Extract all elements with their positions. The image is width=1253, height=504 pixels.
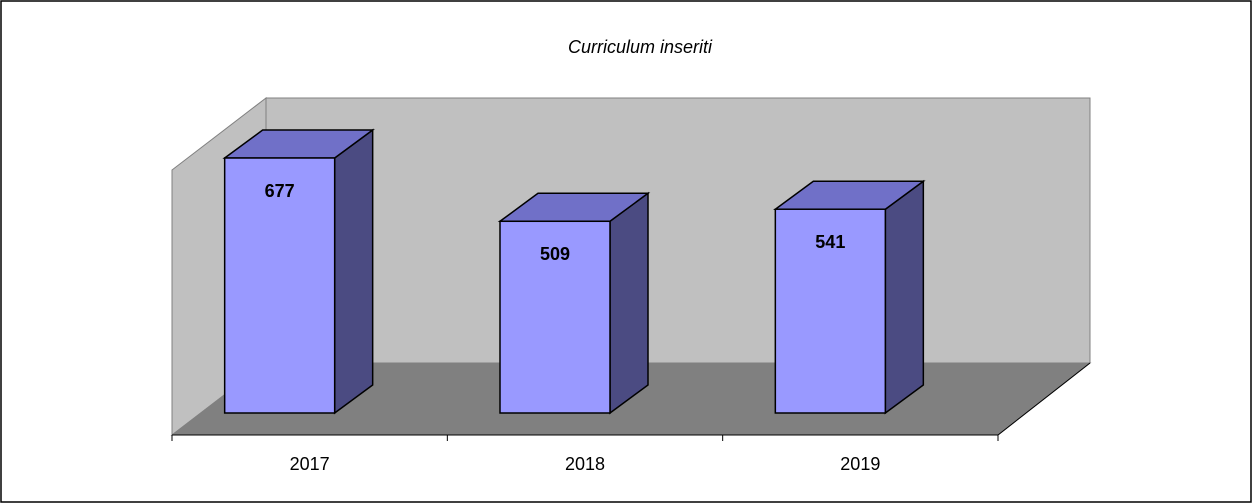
bar-side [884, 179, 925, 415]
data-label: 677 [265, 181, 295, 201]
back-wall [265, 97, 1091, 364]
bar [499, 220, 611, 414]
data-label: 541 [815, 232, 845, 252]
bar-side [609, 191, 649, 415]
x-tick-label: 2018 [565, 454, 605, 474]
bar [223, 157, 336, 414]
x-tick-label: 2019 [840, 454, 880, 474]
floor-edge [997, 362, 1091, 436]
x-tick-label: 2017 [290, 454, 330, 474]
bar-side [333, 128, 374, 415]
chart-title: Curriculum inseriti [568, 37, 713, 57]
bar [774, 208, 887, 414]
data-label: 509 [540, 244, 570, 264]
